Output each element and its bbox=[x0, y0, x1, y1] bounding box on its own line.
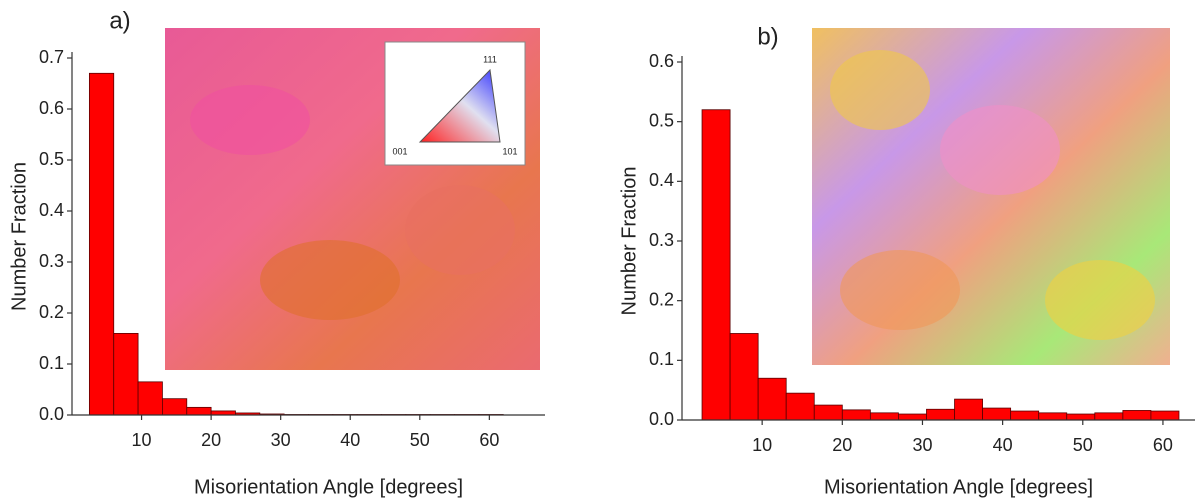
y-tick-label: 0.2 bbox=[649, 289, 674, 309]
y-tick-label: 0.6 bbox=[39, 98, 64, 118]
x-tick-label: 10 bbox=[132, 430, 152, 450]
bar bbox=[982, 407, 1012, 421]
key-label: 101 bbox=[502, 146, 517, 156]
bar bbox=[757, 377, 787, 421]
x-tick-label: 50 bbox=[410, 430, 430, 450]
x-tick-label: 60 bbox=[479, 430, 499, 450]
bar bbox=[1122, 410, 1152, 421]
bar bbox=[898, 413, 927, 421]
bar bbox=[954, 398, 983, 421]
y-tick-label: 0.0 bbox=[39, 404, 64, 424]
y-tick-label: 0.3 bbox=[39, 251, 64, 271]
x-tick-label: 50 bbox=[1073, 435, 1093, 455]
bar bbox=[1094, 412, 1124, 421]
bar bbox=[113, 332, 139, 416]
ebsd-map-a bbox=[165, 28, 540, 370]
key-label: 001 bbox=[392, 146, 407, 156]
y-tick-label: 0.5 bbox=[649, 110, 674, 130]
panel-label: a) bbox=[109, 7, 130, 34]
bar bbox=[701, 109, 731, 421]
key-label: 111 bbox=[483, 54, 497, 64]
x-tick-label: 20 bbox=[832, 435, 852, 455]
y-tick-label: 0.3 bbox=[649, 230, 674, 250]
y-tick-label: 0.2 bbox=[39, 302, 64, 322]
y-tick-label: 0.0 bbox=[649, 409, 674, 429]
y-axis-label: Number Fraction bbox=[618, 167, 640, 316]
bar bbox=[1010, 410, 1040, 421]
x-tick-label: 60 bbox=[1153, 435, 1173, 455]
bar bbox=[841, 409, 871, 421]
bar bbox=[137, 381, 163, 416]
bar bbox=[1150, 410, 1180, 421]
x-axis-label: Misorientation Angle [degrees] bbox=[194, 476, 463, 498]
y-tick-label: 0.1 bbox=[649, 349, 674, 369]
y-tick-label: 0.7 bbox=[39, 47, 64, 67]
bar bbox=[785, 392, 815, 421]
bar bbox=[869, 412, 899, 421]
x-tick-label: 40 bbox=[340, 430, 360, 450]
bar bbox=[926, 408, 955, 421]
x-tick-label: 10 bbox=[752, 435, 772, 455]
bar bbox=[1038, 412, 1068, 421]
bar bbox=[88, 72, 115, 416]
panel-label: b) bbox=[757, 23, 778, 50]
y-tick-label: 0.4 bbox=[649, 170, 674, 190]
y-tick-label: 0.4 bbox=[39, 200, 64, 220]
y-tick-label: 0.1 bbox=[39, 353, 64, 373]
x-tick-label: 30 bbox=[912, 435, 932, 455]
x-tick-label: 40 bbox=[993, 435, 1013, 455]
x-tick-label: 20 bbox=[201, 430, 221, 450]
bar bbox=[813, 404, 843, 421]
bar bbox=[1066, 413, 1096, 421]
bar bbox=[210, 410, 236, 416]
y-tick-label: 0.6 bbox=[649, 51, 674, 71]
ebsd-map-b bbox=[812, 28, 1170, 365]
bar bbox=[729, 333, 759, 421]
x-tick-label: 30 bbox=[271, 430, 291, 450]
y-axis-label: Number Fraction bbox=[8, 162, 30, 311]
bar bbox=[162, 398, 188, 416]
y-tick-label: 0.5 bbox=[39, 149, 64, 169]
chart: 0.0 0.1 0.2 0.3 0.4 0.5 0.6 10 20 30 40 50 60 Misorie… bbox=[618, 23, 1195, 498]
chart: 0.0 0.1 0.2 0.3 0.4 0.5 0.6 0.7 10 20 30 40 50 60 Miso… bbox=[8, 7, 545, 498]
x-axis-label: Misorientation Angle [degrees] bbox=[824, 476, 1093, 498]
bar bbox=[186, 406, 212, 416]
